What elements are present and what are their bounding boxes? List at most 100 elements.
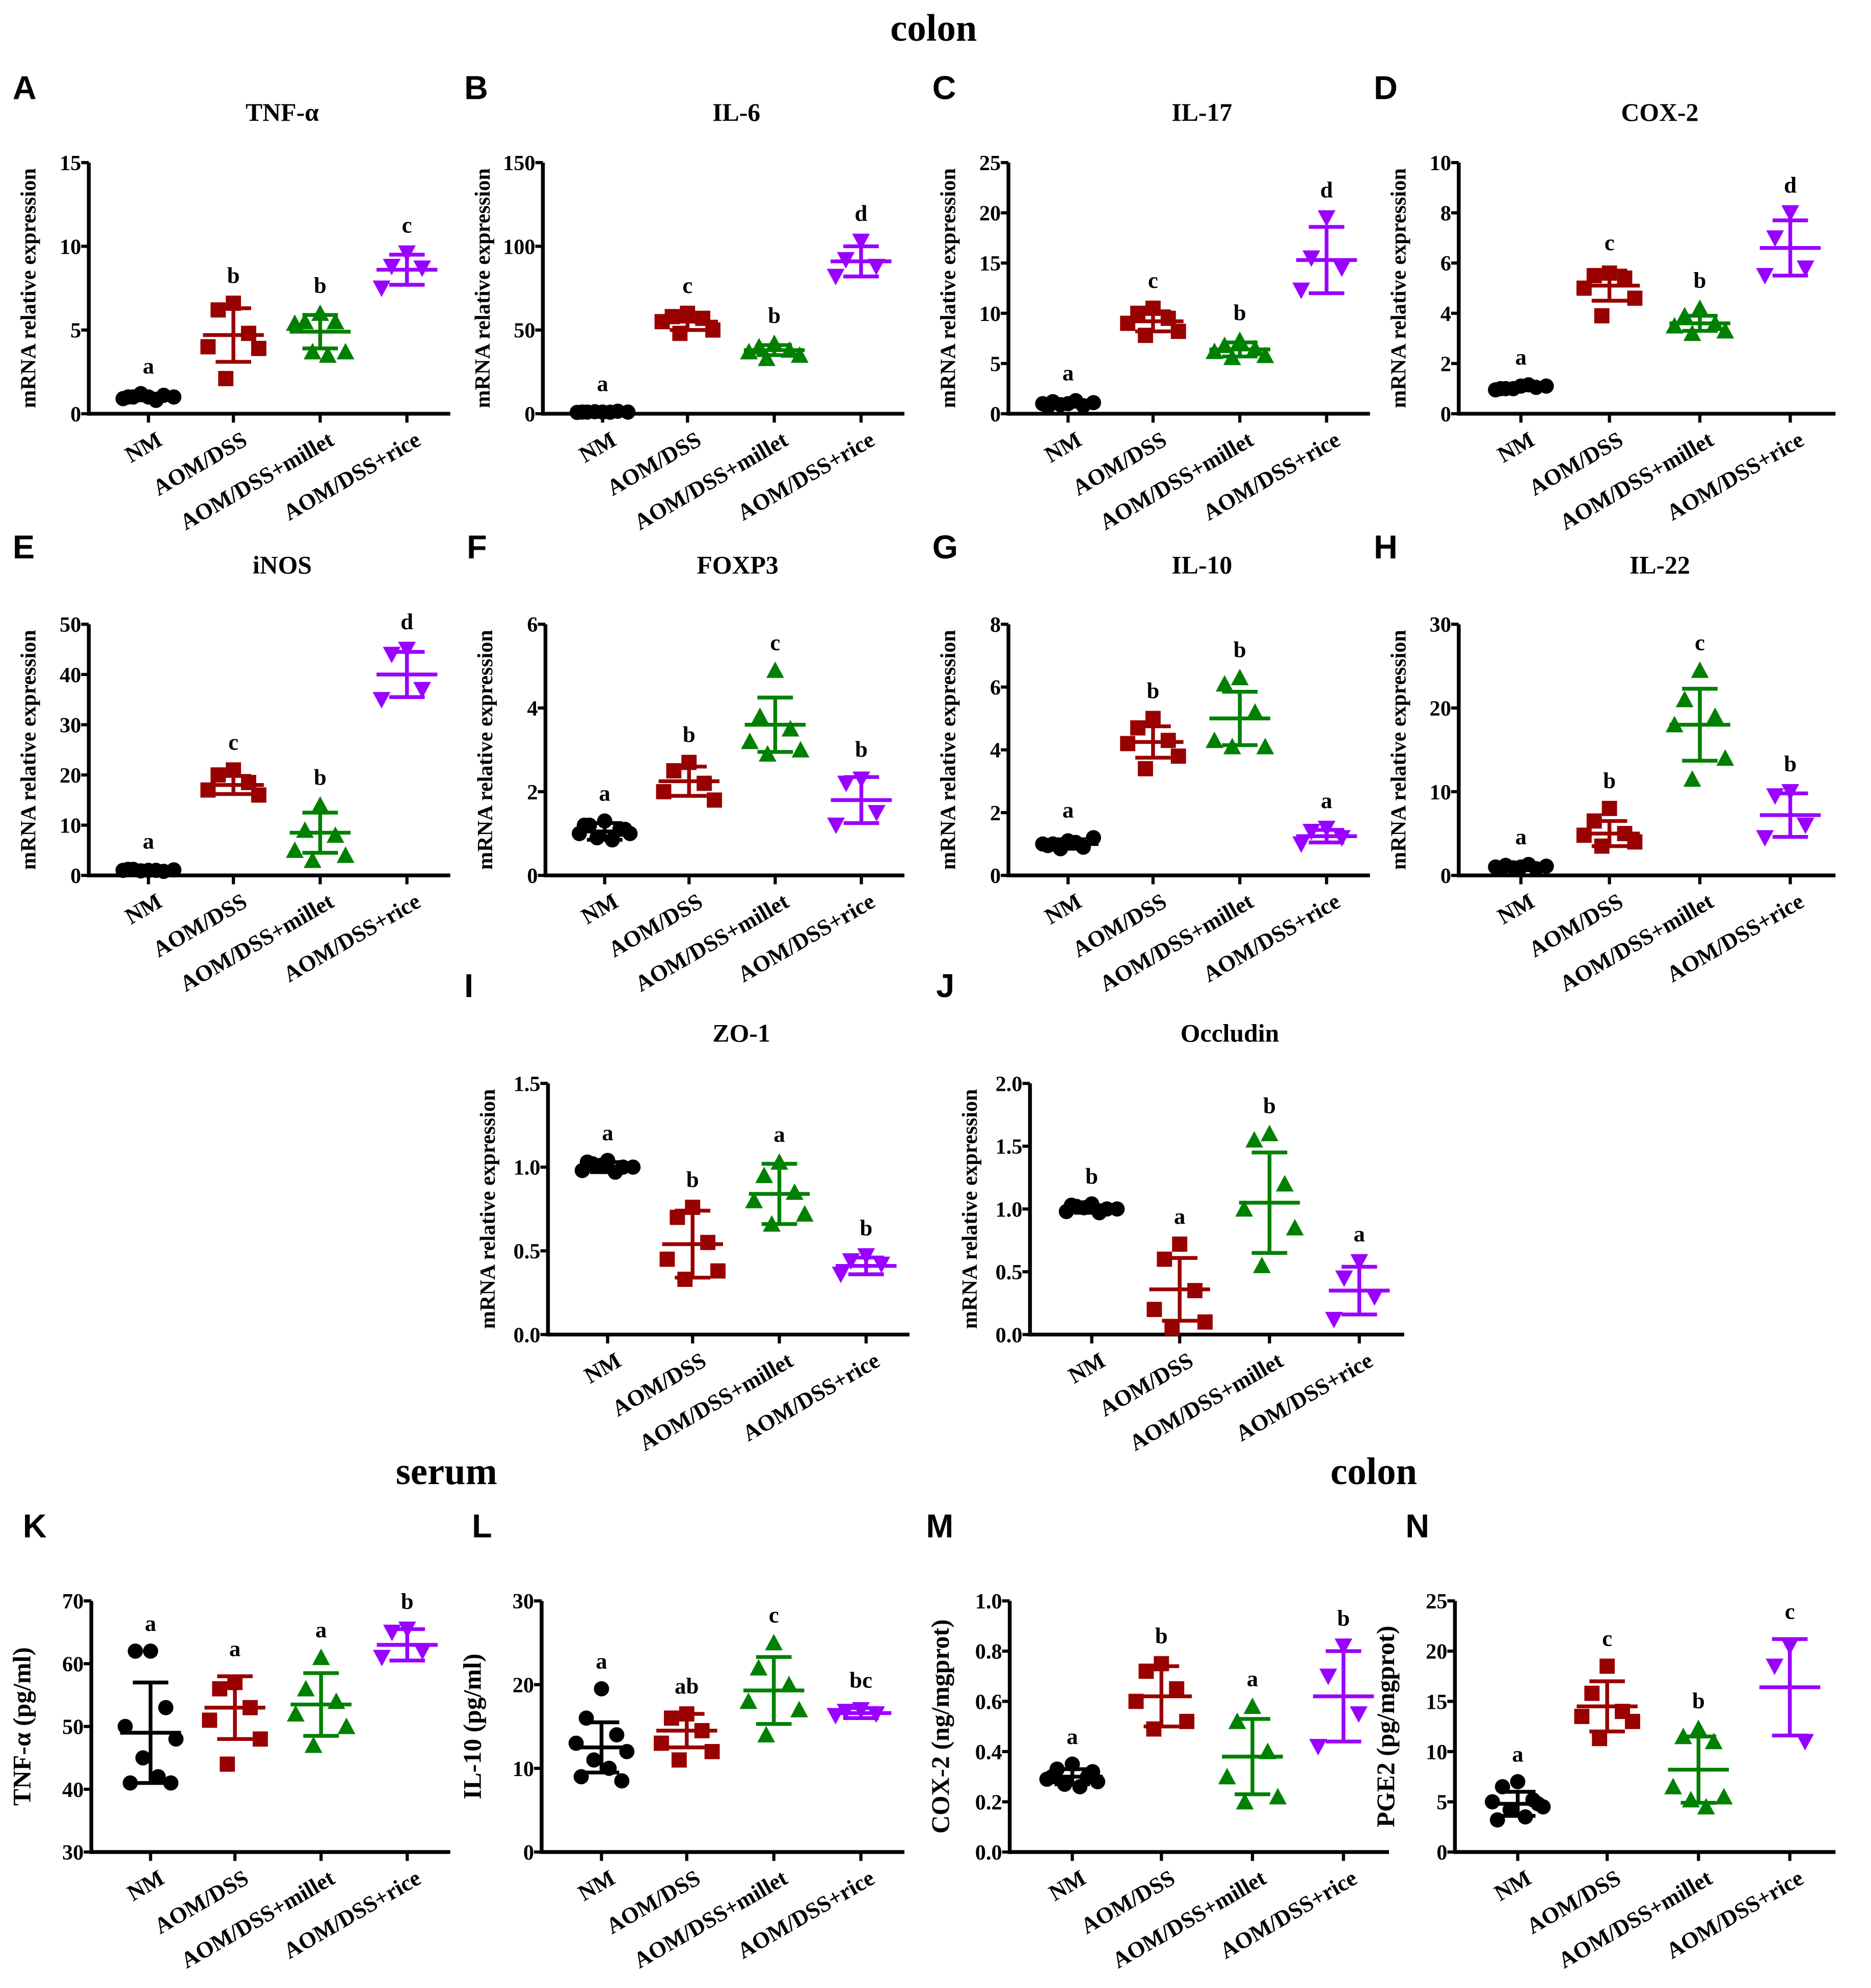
data-point — [312, 1648, 330, 1665]
data-point — [127, 1643, 143, 1659]
significance-letter: d — [854, 201, 867, 226]
data-point — [837, 775, 856, 792]
data-point — [586, 1752, 602, 1768]
data-point — [707, 792, 723, 808]
y-tick-label: 20 — [1426, 1640, 1447, 1664]
panel-D: D COX-2 0 2 4 6 8 10 mRNA relative expression NM a… — [1374, 69, 1836, 535]
significance-letter: c — [402, 212, 412, 238]
data-point — [372, 692, 391, 709]
data-point — [163, 1775, 179, 1791]
data-point — [790, 346, 809, 363]
x-tick-label: NM — [121, 426, 167, 468]
y-axis-label: mRNA relative expression — [471, 168, 495, 408]
data-point — [1120, 315, 1136, 331]
data-point — [1756, 268, 1774, 285]
significance-letter: b — [686, 1167, 699, 1192]
significance-letter: b — [1694, 267, 1706, 293]
section-title-serum: serum — [396, 1450, 497, 1493]
data-point — [286, 1705, 305, 1722]
data-point — [297, 1680, 315, 1697]
data-point — [852, 233, 870, 251]
data-point — [739, 1692, 758, 1709]
data-point — [1781, 205, 1799, 222]
significance-letter: c — [1602, 1626, 1612, 1651]
data-point — [1164, 1321, 1180, 1336]
data-point — [383, 647, 401, 663]
significance-letter: a — [1174, 1203, 1185, 1229]
data-point — [1231, 668, 1249, 685]
y-tick-label: 0 — [1440, 402, 1451, 426]
significance-letter: a — [1062, 360, 1074, 386]
data-point — [1256, 346, 1274, 363]
section-title-colon-top: colon — [890, 7, 977, 49]
data-point — [755, 1166, 773, 1184]
y-tick-label: 0 — [990, 402, 1001, 426]
panel-letter: C — [932, 69, 956, 106]
x-tick-label: AOM/DSS+millet — [1095, 888, 1258, 997]
data-point — [1664, 1778, 1682, 1794]
data-point — [745, 1192, 763, 1208]
significance-letter: a — [145, 1610, 156, 1636]
x-tick-label: NM — [574, 1865, 620, 1906]
x-tick-label: AOM/DSS+millet — [1555, 426, 1718, 535]
data-point — [117, 1718, 133, 1734]
y-tick-label: 15 — [979, 252, 1001, 276]
data-point — [1706, 707, 1724, 724]
data-point — [867, 805, 886, 822]
data-point — [780, 1676, 798, 1693]
data-point — [326, 312, 344, 330]
data-point — [672, 326, 688, 341]
significance-letter: c — [1148, 267, 1158, 293]
significance-letter: b — [401, 1589, 414, 1614]
data-point — [1599, 1658, 1615, 1674]
y-tick-label: 2.0 — [996, 1072, 1023, 1096]
y-tick-label: 100 — [503, 235, 535, 259]
significance-letter: c — [769, 1602, 779, 1628]
significance-letter: a — [143, 828, 154, 854]
y-tick-label: 2 — [990, 801, 1001, 825]
significance-letter: a — [1062, 797, 1074, 822]
data-point — [150, 1769, 166, 1785]
data-point — [1756, 830, 1774, 847]
y-tick-label: 10 — [60, 235, 81, 259]
data-point — [1275, 1175, 1294, 1192]
x-tick-label: AOM/DSS+millet — [1555, 888, 1718, 997]
y-tick-label: 30 — [1430, 613, 1451, 637]
x-tick-label: NM — [575, 426, 621, 468]
y-tick-label: 0 — [1436, 1841, 1447, 1865]
x-tick-label: NM — [577, 888, 623, 929]
significance-letter: c — [1695, 630, 1705, 655]
panel-title: FOXP3 — [697, 551, 778, 579]
y-tick-label: 6 — [527, 613, 538, 637]
data-point — [751, 707, 769, 724]
x-tick-label: NM — [1040, 888, 1086, 929]
x-tick-label: NM — [1493, 888, 1539, 929]
y-tick-label: 0.4 — [975, 1740, 1002, 1764]
x-tick-label: NM — [123, 1865, 169, 1906]
data-point — [168, 1731, 184, 1747]
data-point — [1601, 800, 1617, 816]
panel-letter: I — [464, 967, 473, 1004]
panel-letter: E — [13, 528, 35, 566]
data-point — [373, 1650, 391, 1667]
data-point — [286, 841, 304, 858]
data-point — [158, 1700, 174, 1715]
data-point — [1197, 1314, 1213, 1330]
data-point — [1484, 1794, 1500, 1810]
significance-letter: d — [1320, 177, 1333, 203]
data-point — [1766, 230, 1784, 247]
panel-letter: L — [472, 1508, 492, 1545]
x-tick-label: AOM/DSS+millet — [631, 888, 793, 997]
y-tick-label: 15 — [60, 151, 81, 175]
significance-letter: a — [596, 1648, 607, 1674]
data-point — [251, 787, 266, 803]
y-axis-label: mRNA relative expression — [1386, 630, 1410, 870]
panel-title: IL-17 — [1171, 98, 1232, 126]
data-point — [609, 1727, 625, 1743]
y-tick-label: 20 — [1430, 697, 1451, 721]
y-tick-label: 60 — [62, 1652, 84, 1676]
y-tick-label: 4 — [990, 739, 1001, 763]
data-point — [785, 1183, 804, 1200]
data-point — [1160, 310, 1176, 326]
significance-letter: c — [770, 630, 780, 655]
